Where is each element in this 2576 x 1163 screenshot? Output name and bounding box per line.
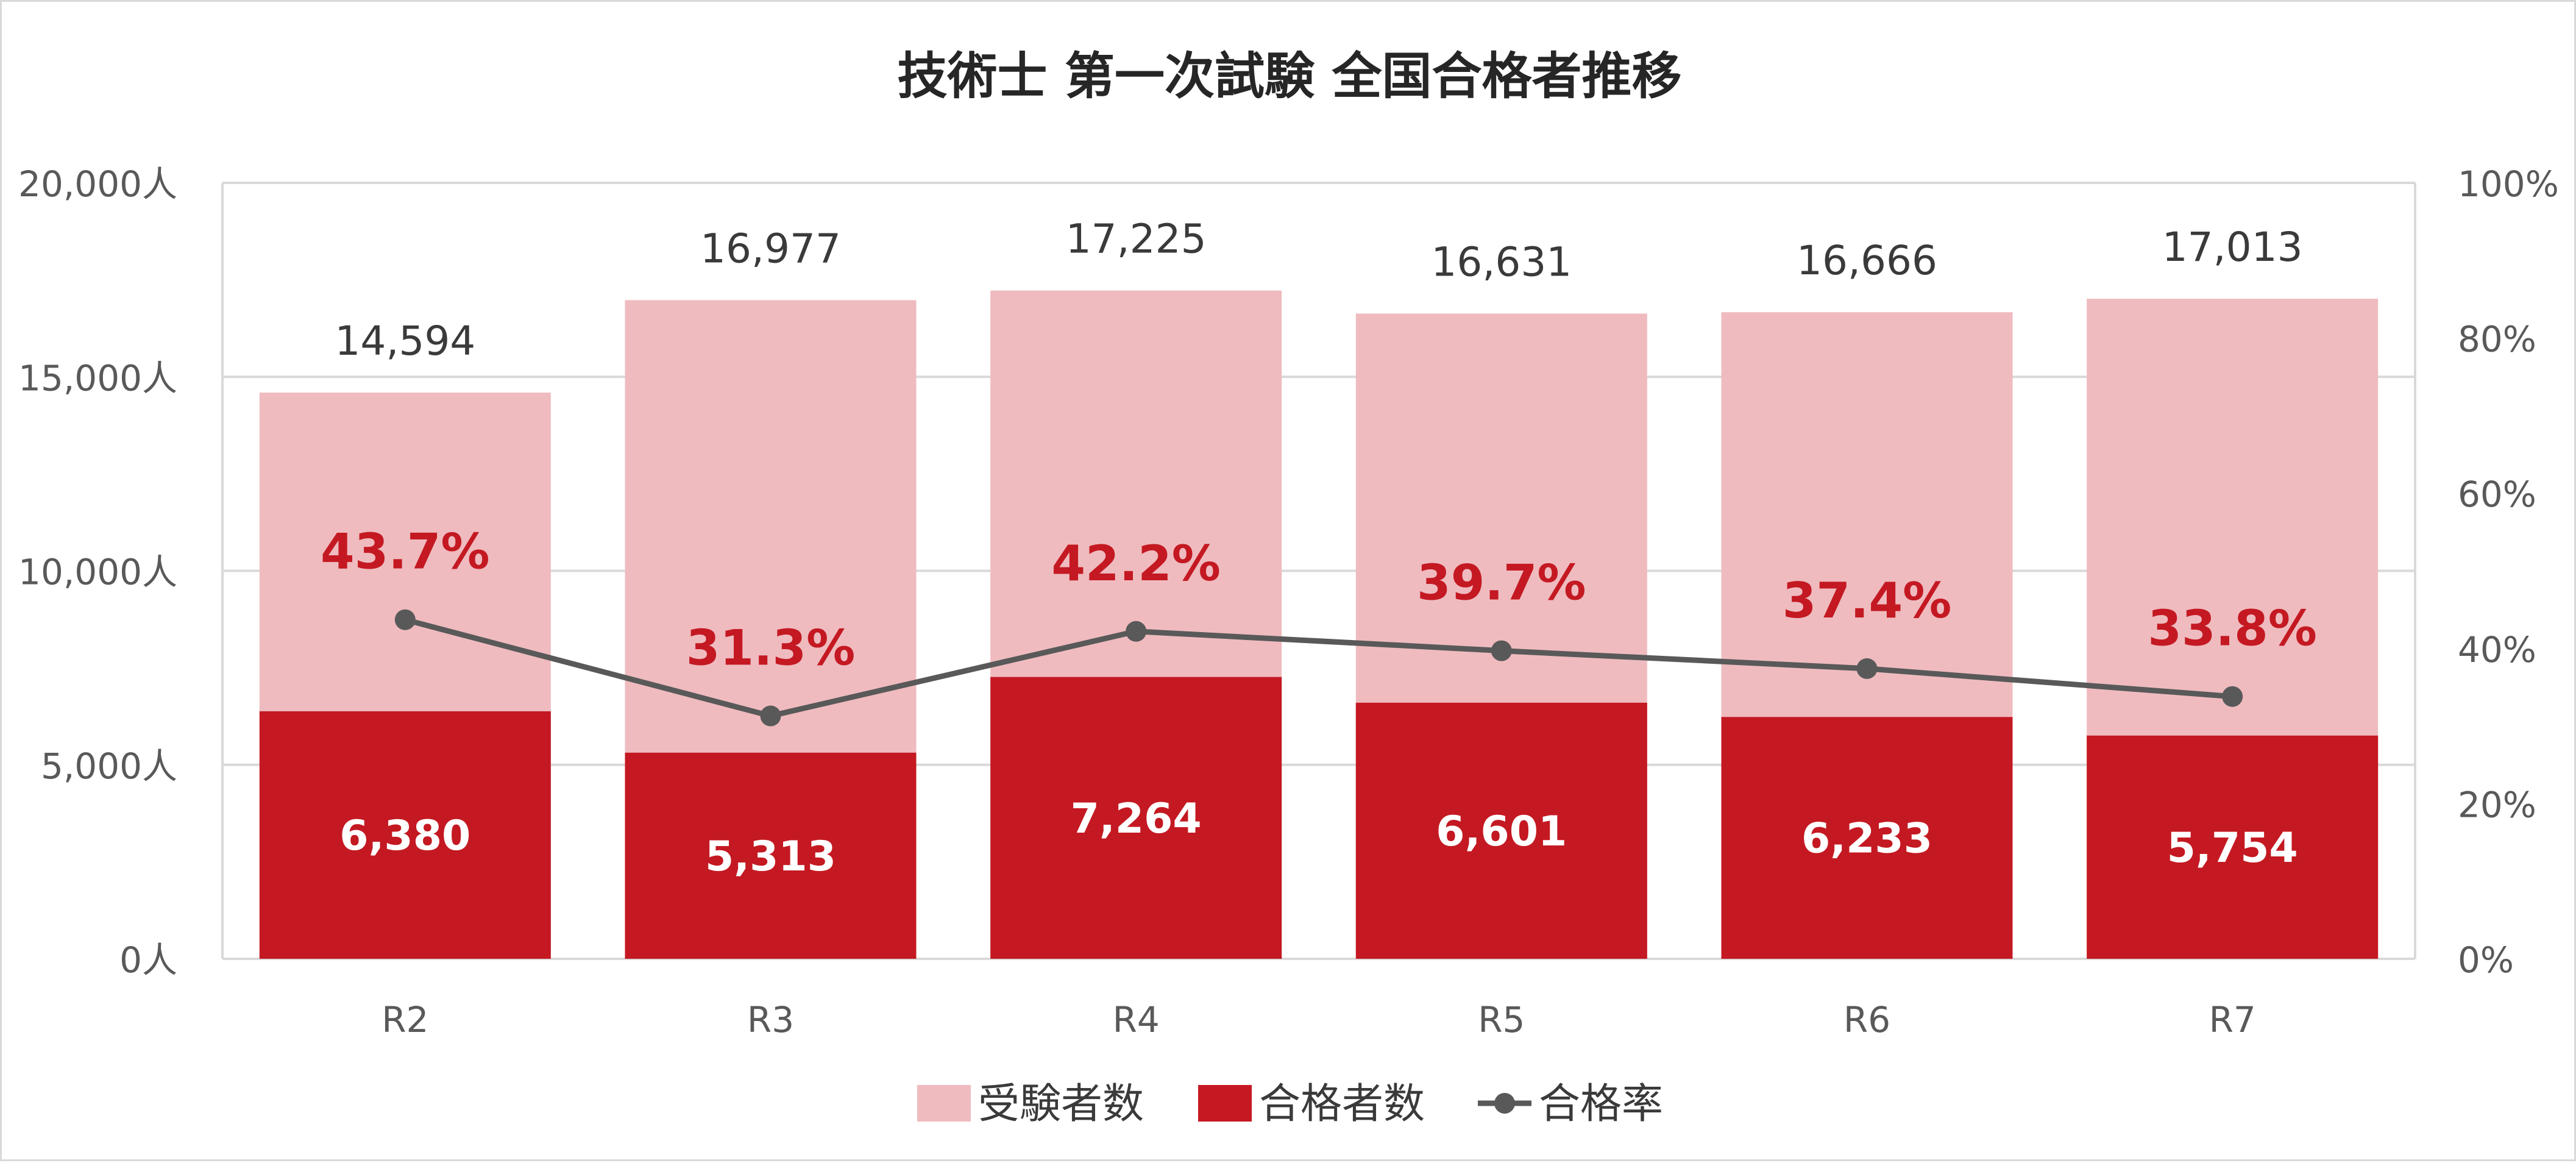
y-tick-label-left: 5,000人	[41, 745, 177, 787]
pass-rate-point	[1491, 640, 1512, 661]
data-label-pass-rate: 43.7%	[321, 524, 490, 580]
bar-passers	[2087, 735, 2379, 959]
x-tick-label: R3	[747, 999, 794, 1040]
y-tick-label-left: 20,000人	[18, 163, 177, 205]
bar-passers	[259, 711, 551, 959]
legend-swatch-examinees	[917, 1085, 971, 1122]
data-label-pass-rate: 42.2%	[1051, 535, 1221, 592]
gridlines	[221, 182, 2416, 960]
bar-passers	[1721, 717, 2013, 959]
legend-label-pass-rate: 合格率	[1539, 1080, 1663, 1128]
y-tick-label-right: 40%	[2458, 629, 2536, 670]
legend-label-passers: 合格者数	[1259, 1080, 1425, 1128]
legend-swatch-marker	[1494, 1093, 1515, 1114]
x-tick-label: R5	[1478, 999, 1525, 1040]
data-label-examinees: 16,977	[700, 225, 841, 272]
x-tick-label: R7	[2209, 999, 2256, 1040]
data-label-passers: 5,754	[2167, 824, 2298, 872]
legend: 受験者数 合格者数 合格率	[917, 1080, 1663, 1128]
data-labels: 14,594 6,380 16,977 5,313 17,225 7,264 16,631 6…	[321, 216, 2317, 881]
y-tick-label-right: 20%	[2458, 784, 2536, 825]
pass-rate-polyline	[404, 617, 2233, 719]
data-label-passers: 6,601	[1436, 808, 1567, 856]
bars	[259, 290, 2379, 959]
y-tick-label-left: 0人	[119, 939, 177, 981]
pass-rate-point	[1126, 621, 1147, 642]
axes: 0人 5,000人 10,000人 15,000人 20,000人 0% 20% 40% 60%…	[18, 163, 2559, 1040]
y-tick-label-right: 80%	[2458, 319, 2536, 360]
pass-rate-point	[2222, 686, 2243, 707]
pass-rate-line	[394, 609, 2243, 727]
data-label-examinees: 16,631	[1431, 238, 1572, 285]
data-label-pass-rate: 31.3%	[686, 620, 856, 677]
data-label-passers: 6,233	[1801, 815, 1932, 863]
bar-passers	[990, 677, 1282, 959]
legend-label-examinees: 受験者数	[978, 1080, 1144, 1128]
data-label-examinees: 16,666	[1797, 237, 1937, 284]
pass-rate-point	[1856, 658, 1878, 679]
data-label-examinees: 17,013	[2162, 224, 2303, 271]
bar-passers	[1355, 702, 1647, 959]
x-tick-label: R6	[1843, 999, 1890, 1040]
data-label-examinees: 17,225	[1066, 216, 1207, 263]
data-label-pass-rate: 37.4%	[1783, 572, 1952, 629]
data-label-passers: 7,264	[1071, 795, 1202, 843]
data-label-pass-rate: 33.8%	[2148, 600, 2317, 657]
bar-passers	[625, 752, 917, 959]
pass-rate-point	[394, 609, 416, 630]
y-tick-label-right: 100%	[2458, 163, 2559, 205]
y-tick-label-right: 0%	[2458, 939, 2514, 981]
x-tick-label: R2	[381, 999, 428, 1040]
chart-title: 技術士 第一次試験 全国合格者推移	[897, 48, 1681, 105]
y-tick-label-left: 10,000人	[18, 552, 177, 593]
legend-swatch-passers	[1198, 1085, 1252, 1122]
y-tick-label-left: 15,000人	[18, 357, 177, 399]
data-label-passers: 6,380	[339, 812, 470, 860]
data-label-examinees: 14,594	[335, 318, 475, 365]
data-label-passers: 5,313	[705, 833, 836, 881]
y-tick-label-right: 60%	[2458, 474, 2536, 515]
x-tick-label: R4	[1113, 999, 1160, 1040]
data-label-pass-rate: 39.7%	[1417, 555, 1586, 611]
pass-rate-point	[760, 705, 781, 727]
